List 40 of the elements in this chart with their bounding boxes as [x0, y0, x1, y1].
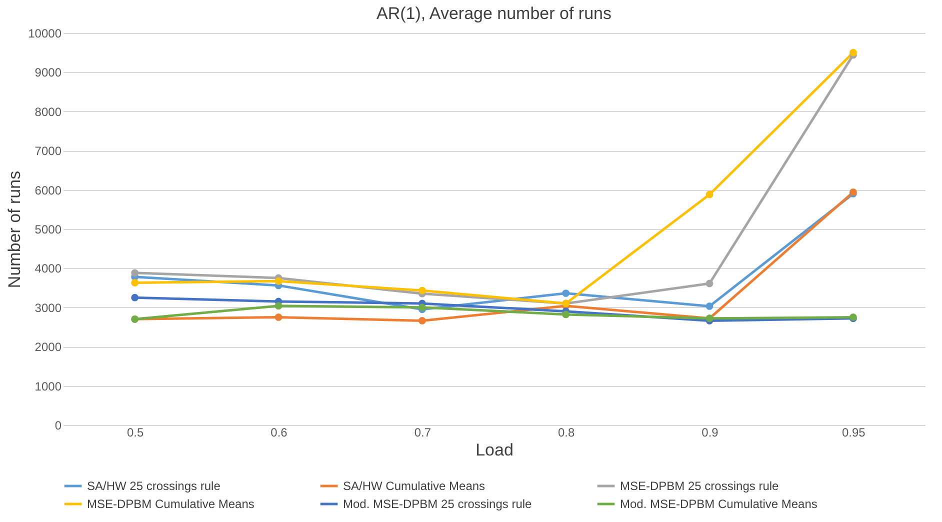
- y-tick-label: 5000: [34, 222, 62, 236]
- y-tick-label: 0: [54, 418, 62, 432]
- point: [131, 269, 139, 277]
- point: [849, 48, 857, 56]
- y-tick-label: 1000: [34, 379, 62, 394]
- legend-label: Mod. MSE-DPBM Cumulative Means: [620, 497, 818, 511]
- legend-label: SA/HW 25 crossings rule: [87, 479, 221, 493]
- x-tick-label: 0.95: [842, 426, 866, 440]
- legend-label: Mod. MSE-DPBM 25 crossings rule: [343, 497, 532, 511]
- point: [562, 310, 570, 318]
- y-tick-label: 3000: [34, 300, 62, 315]
- x-tick-label: 0.5: [126, 426, 144, 440]
- y-tick-label: 7000: [34, 144, 62, 158]
- legend-label: MSE-DPBM Cumulative Means: [87, 497, 254, 511]
- point: [562, 290, 570, 297]
- legend-label: SA/HW Cumulative Means: [343, 479, 486, 493]
- point: [274, 302, 282, 310]
- y-axis-title: Number of runs: [5, 170, 24, 288]
- y-tick-label: 6000: [34, 183, 62, 198]
- point: [131, 294, 139, 302]
- chart-title: AR(1), Average number of runs: [376, 4, 612, 23]
- point: [706, 280, 714, 288]
- y-tick-label: 4000: [34, 262, 62, 276]
- x-tick-label: 0.6: [270, 426, 288, 440]
- point: [418, 317, 426, 324]
- point: [706, 190, 714, 198]
- y-tick-label: 8000: [34, 104, 62, 119]
- x-tick-label: 0.9: [702, 426, 719, 440]
- legend-label: MSE-DPBM 25 crossings rule: [620, 479, 780, 493]
- y-tick-label: 2000: [34, 340, 62, 354]
- point: [274, 277, 282, 285]
- x-tick-label: 0.7: [414, 426, 432, 440]
- point: [274, 314, 282, 321]
- y-tick-label: 10000: [28, 26, 62, 40]
- point: [418, 286, 426, 294]
- x-axis-title: Load: [476, 440, 514, 460]
- y-tick-label: 9000: [34, 66, 62, 80]
- point: [131, 279, 139, 286]
- point: [706, 302, 714, 310]
- x-tick-label: 0.8: [558, 426, 575, 440]
